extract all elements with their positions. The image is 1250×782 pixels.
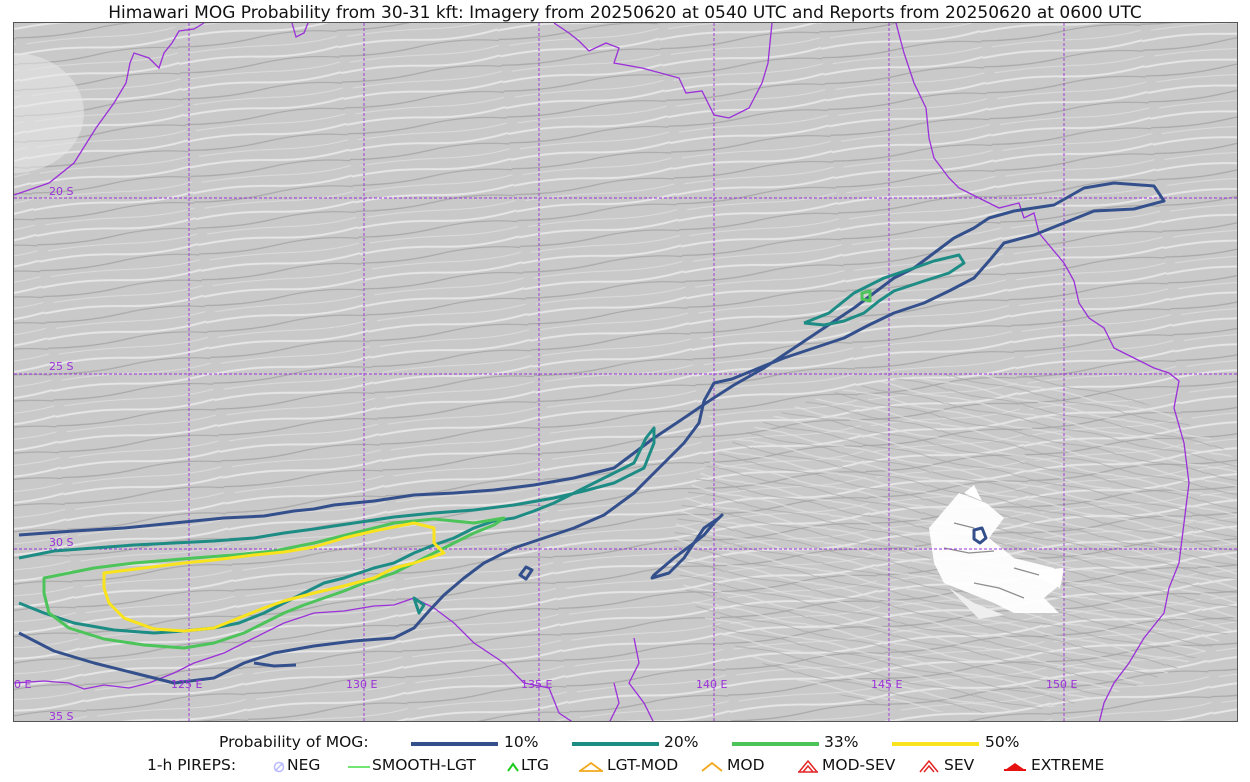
lat-label: 20 S bbox=[49, 185, 73, 198]
bright-cloud-west bbox=[14, 53, 84, 173]
lgt-mod-icon bbox=[579, 761, 603, 772]
contour-33-islet bbox=[860, 289, 872, 303]
contour-10-blob-a bbox=[650, 513, 724, 580]
coastlines bbox=[14, 23, 1190, 721]
lon-label: 135 E bbox=[521, 678, 552, 691]
legend-swatch-33 bbox=[732, 742, 819, 746]
legend-lgt-mod-label: LGT-MOD bbox=[607, 756, 679, 774]
ltg-icon bbox=[507, 762, 519, 772]
mog-contours bbox=[18, 181, 1166, 685]
contour-10-main bbox=[18, 181, 1166, 685]
smooth-lgt-icon bbox=[348, 766, 370, 768]
lon-label: 125 E bbox=[171, 678, 202, 691]
graticule bbox=[14, 23, 1237, 721]
contour-20-islet bbox=[412, 596, 426, 615]
chart-title: Himawari MOG Probability from 30-31 kft:… bbox=[108, 3, 1142, 23]
sev-icon bbox=[919, 759, 939, 773]
lon-label: 140 E bbox=[696, 678, 727, 691]
contour-20 bbox=[18, 426, 656, 635]
legend-swatch-20 bbox=[572, 742, 659, 746]
lon-label: 120 E bbox=[14, 678, 31, 691]
lat-label: 35 S bbox=[49, 710, 73, 722]
contour-10-tail bbox=[253, 661, 297, 668]
legend-label-50: 50% bbox=[985, 733, 1020, 751]
contour-10-blob-b bbox=[972, 526, 988, 545]
probability-legend-label: Probability of MOG: bbox=[219, 733, 369, 751]
legend-swatch-50 bbox=[892, 742, 979, 746]
neg-icon bbox=[273, 761, 285, 773]
contour-10-blob-c bbox=[518, 565, 534, 581]
legend-ltg-label: LTG bbox=[521, 756, 549, 774]
lat-label: 25 S bbox=[49, 360, 73, 373]
graticule-labels: 20 S 25 S 30 S 35 S 120 E 125 E 130 E 13… bbox=[14, 185, 1077, 722]
satellite-map: 20 S 25 S 30 S 35 S 120 E 125 E 130 E 13… bbox=[13, 22, 1238, 722]
lon-label: 150 E bbox=[1046, 678, 1077, 691]
contour-50 bbox=[102, 521, 446, 633]
legend-mod-sev-label: MOD-SEV bbox=[822, 756, 896, 774]
lon-label: 130 E bbox=[346, 678, 377, 691]
lon-label: 145 E bbox=[871, 678, 902, 691]
pireps-legend-label: 1-h PIREPS: bbox=[147, 756, 237, 774]
legend-label-33: 33% bbox=[824, 733, 859, 751]
legend-neg-label: NEG bbox=[287, 756, 321, 774]
legend-sev-label: SEV bbox=[944, 756, 975, 774]
mod-sev-icon bbox=[798, 759, 818, 773]
legend-extreme-label: EXTREME bbox=[1031, 756, 1105, 774]
legend-mod-label: MOD bbox=[727, 756, 765, 774]
mod-icon bbox=[701, 761, 723, 772]
map-canvas: 20 S 25 S 30 S 35 S 120 E 125 E 130 E 13… bbox=[14, 23, 1237, 722]
contour-20-north bbox=[803, 253, 966, 327]
legend-smooth-lgt-label: SMOOTH-LGT bbox=[372, 756, 476, 774]
convective-cloud-shadows bbox=[943, 522, 1040, 599]
extreme-icon bbox=[1004, 763, 1026, 771]
legend-swatch-10 bbox=[411, 742, 498, 746]
legend-label-20: 20% bbox=[664, 733, 699, 751]
lat-label: 30 S bbox=[49, 536, 73, 549]
legend-label-10: 10% bbox=[504, 733, 539, 751]
